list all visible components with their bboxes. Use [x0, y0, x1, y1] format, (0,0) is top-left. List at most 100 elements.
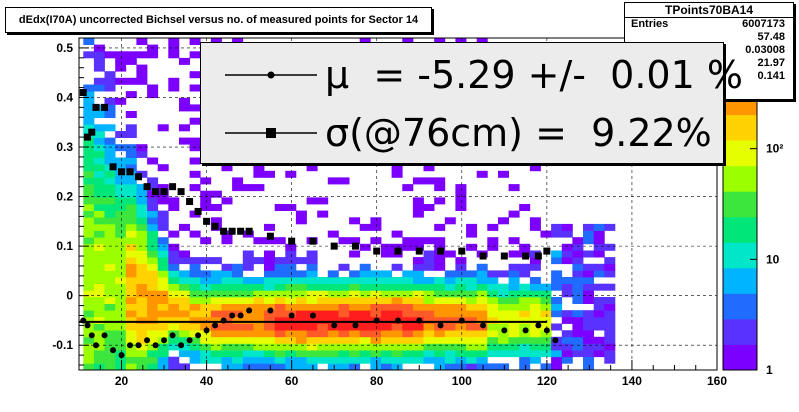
- heat-cell: [412, 204, 424, 211]
- heat-cell: [104, 257, 116, 265]
- heat-cell: [434, 263, 446, 271]
- heat-cell: [412, 243, 424, 251]
- heat-cell: [242, 330, 254, 338]
- heat-cell: [253, 290, 265, 298]
- palette-band: [723, 318, 757, 345]
- heat-cell: [264, 316, 275, 324]
- heat-cell: [136, 250, 148, 258]
- heat-cell: [306, 323, 318, 331]
- heat-cell: [327, 277, 339, 284]
- heat-cell: [412, 297, 424, 304]
- heat-cell: [93, 336, 105, 344]
- heat-cell: [136, 263, 148, 271]
- heat-cell: [200, 336, 212, 344]
- mu-point: [161, 337, 168, 344]
- heat-cell: [104, 243, 116, 251]
- heat-cell: [147, 290, 159, 298]
- heat-cell: [264, 237, 275, 245]
- heat-cell: [327, 230, 339, 238]
- heat-cell: [423, 250, 435, 258]
- heat-cell: [104, 290, 116, 298]
- heat-cell: [391, 283, 403, 291]
- heat-cell: [200, 356, 212, 364]
- heat-cell: [189, 297, 201, 304]
- heat-cell: [338, 350, 350, 358]
- stats-value: 21.97: [757, 57, 785, 69]
- sigma-point: [135, 173, 143, 181]
- heat-cell: [423, 343, 435, 351]
- heat-cell: [295, 210, 307, 218]
- heat-cell: [157, 223, 169, 231]
- heat-cell: [583, 336, 594, 344]
- heat-cell: [83, 204, 95, 211]
- heat-cell: [93, 283, 105, 291]
- heat-cell: [434, 303, 446, 311]
- heat-cell: [285, 343, 297, 351]
- heat-cell: [168, 363, 180, 371]
- heat-cell: [83, 283, 95, 291]
- heat-cell: [306, 263, 318, 271]
- heat-cell: [168, 51, 180, 59]
- heat-cell: [168, 38, 180, 45]
- heat-cell: [529, 350, 541, 358]
- heat-cell: [179, 350, 190, 358]
- heat-cell: [125, 257, 137, 265]
- heat-cell: [115, 316, 127, 324]
- heat-cell: [83, 51, 95, 59]
- heat-cell: [381, 336, 392, 344]
- heat-cell: [508, 290, 520, 298]
- heat-cell: [157, 316, 169, 324]
- heat-cell: [306, 330, 318, 338]
- heat-cell: [381, 343, 392, 351]
- heat-cell: [529, 343, 541, 351]
- heat-cell: [434, 316, 446, 324]
- heat-cell: [136, 38, 148, 45]
- histogram-title: dEdx(I70A) uncorrected Bichsel versus no…: [5, 7, 432, 33]
- mu-point: [331, 322, 338, 329]
- heat-cell: [157, 297, 169, 304]
- heat-cell: [508, 263, 520, 271]
- heat-cell: [125, 164, 137, 172]
- heat-cell: [466, 350, 478, 358]
- heat-cell: [540, 283, 552, 291]
- heat-cell: [253, 297, 265, 304]
- heat-cell: [136, 257, 148, 265]
- heat-cell: [402, 330, 414, 338]
- heat-cell: [466, 343, 478, 351]
- heat-cell: [125, 204, 137, 211]
- heat-cell: [561, 230, 573, 238]
- heat-cell: [551, 283, 563, 291]
- sigma-point: [92, 103, 100, 111]
- heat-cell: [179, 363, 190, 371]
- heat-cell: [179, 303, 190, 311]
- heat-cell: [583, 350, 594, 358]
- heat-cell: [455, 330, 467, 338]
- heat-cell: [529, 316, 541, 324]
- mu-point: [118, 352, 125, 359]
- heat-cell: [295, 310, 307, 318]
- heat-cell: [115, 144, 127, 152]
- fit-legend[interactable]: μ = -5.29 +/- 0.01 % σ(@76cm) = 9.22%: [200, 42, 743, 164]
- heat-cell: [583, 283, 594, 291]
- heat-cell: [529, 223, 541, 231]
- heat-cell: [125, 303, 137, 311]
- heat-cell: [349, 336, 361, 344]
- heat-cell: [444, 250, 456, 258]
- heat-cell: [115, 363, 127, 371]
- heat-cell: [423, 204, 435, 211]
- heat-cell: [104, 111, 116, 118]
- heat-cell: [593, 323, 605, 331]
- heat-cell: [583, 330, 594, 338]
- heat-cell: [519, 316, 531, 324]
- heat-cell: [253, 170, 265, 178]
- heat-cell: [444, 316, 456, 324]
- heat-cell: [551, 363, 563, 371]
- heat-cell: [604, 323, 616, 331]
- heat-cell: [264, 223, 275, 231]
- heat-cell: [359, 303, 371, 311]
- heat-cell: [93, 157, 105, 165]
- x-tick-label: 20: [115, 374, 129, 388]
- mu-point: [135, 342, 142, 349]
- heat-cell: [466, 283, 478, 291]
- heat-cell: [349, 237, 361, 245]
